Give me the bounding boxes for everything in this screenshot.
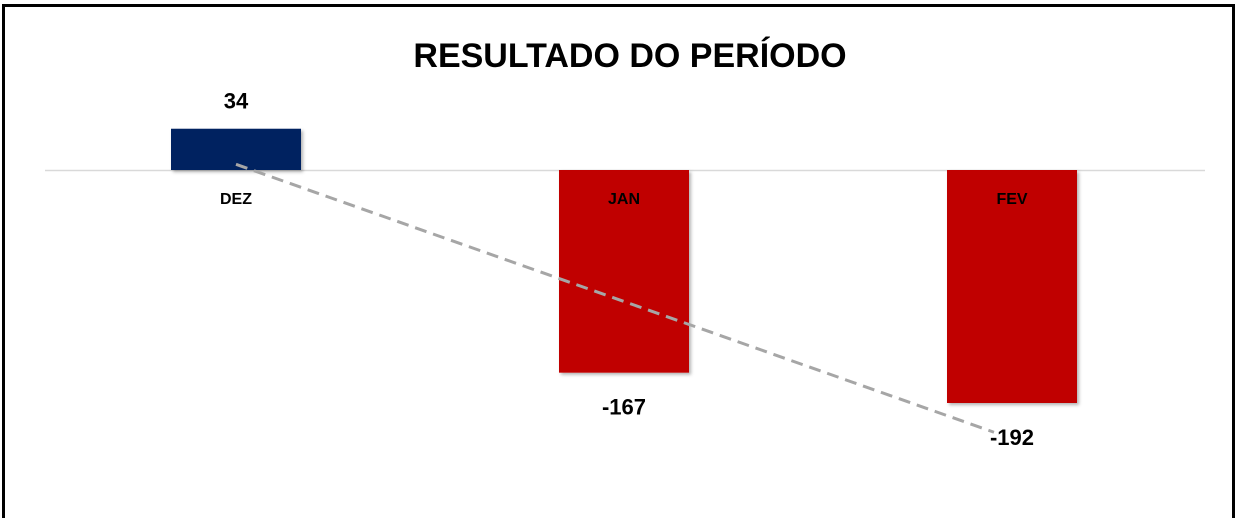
frame — [2, 4, 1235, 518]
chart-title: RESULTADO DO PERÍODO — [413, 37, 846, 75]
bar — [171, 128, 301, 170]
data-label: -192 — [990, 425, 1034, 450]
category-label: JAN — [608, 191, 640, 208]
bar — [947, 170, 1077, 403]
data-label: 34 — [224, 89, 249, 114]
category-label: DEZ — [220, 191, 252, 208]
trendline — [235, 162, 995, 434]
data-label: -167 — [602, 394, 646, 419]
bar — [559, 170, 689, 373]
category-label: FEV — [996, 191, 1027, 208]
